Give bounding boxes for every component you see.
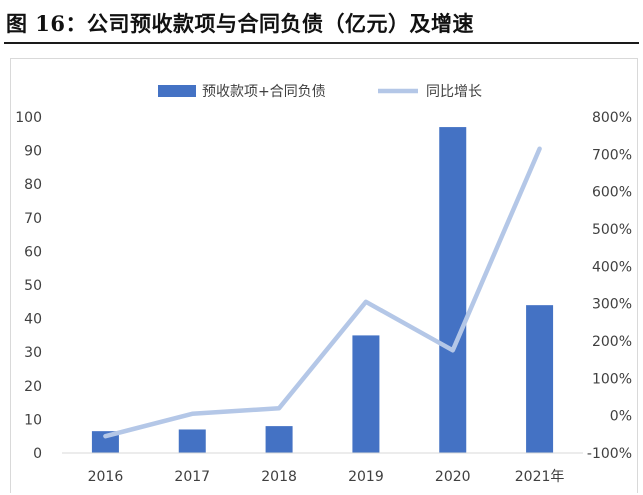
right-tick-label: 100% xyxy=(592,371,632,387)
left-tick-label: 100 xyxy=(15,110,42,126)
left-tick-label: 70 xyxy=(24,211,42,227)
bar-2018 xyxy=(265,426,293,453)
right-tick-label: 300% xyxy=(592,297,632,313)
x-tick-label: 2019 xyxy=(348,469,384,485)
bar-2020 xyxy=(439,127,467,453)
x-tick-label: 2021年 xyxy=(515,469,565,485)
right-tick-label: 600% xyxy=(592,185,632,201)
x-tick-label: 2020 xyxy=(435,469,471,485)
left-tick-label: 20 xyxy=(24,379,42,395)
right-y-axis: -100% 0% 100% 200% 300% 400% 500% 600% 700% 800% xyxy=(587,110,632,462)
legend-bar-swatch xyxy=(158,85,196,97)
bar-series xyxy=(91,127,554,453)
x-tick-label: 2016 xyxy=(88,469,124,485)
legend: 预收款项+合同负债 同比增长 xyxy=(158,84,482,100)
legend-bar-label: 预收款项+合同负债 xyxy=(202,84,326,100)
left-tick-label: 60 xyxy=(24,244,42,260)
left-tick-label: 30 xyxy=(24,345,42,361)
x-tick-label: 2017 xyxy=(174,469,210,485)
left-tick-label: 80 xyxy=(24,177,42,193)
chart-frame xyxy=(10,58,638,493)
left-y-axis: 0 10 20 30 40 50 60 70 80 90 100 xyxy=(15,110,42,462)
bar-2021年 xyxy=(526,305,554,453)
right-tick-label: 800% xyxy=(592,110,632,126)
left-tick-label: 90 xyxy=(24,144,42,160)
growth-line xyxy=(103,146,542,439)
bar-2017 xyxy=(178,429,206,453)
right-tick-label: 500% xyxy=(592,222,632,238)
left-tick-label: 40 xyxy=(24,312,42,328)
right-tick-label: 400% xyxy=(592,259,632,275)
legend-line-label: 同比增长 xyxy=(426,84,482,100)
x-tick-label: 2018 xyxy=(261,469,297,485)
left-tick-label: 10 xyxy=(24,412,42,428)
right-tick-label: -100% xyxy=(587,446,632,462)
right-tick-label: 700% xyxy=(592,147,632,163)
x-axis: 2016 2017 2018 2019 2020 2021年 xyxy=(62,452,583,485)
figure-title: 图 16：公司预收款项与合同负债（亿元）及增速 xyxy=(6,11,475,36)
line-series xyxy=(103,146,542,439)
left-tick-label: 0 xyxy=(33,446,42,462)
right-tick-label: 200% xyxy=(592,334,632,350)
right-tick-label: 0% xyxy=(610,409,632,425)
title-underline xyxy=(4,42,639,44)
bar-2019 xyxy=(352,335,380,453)
left-tick-label: 50 xyxy=(24,278,42,294)
